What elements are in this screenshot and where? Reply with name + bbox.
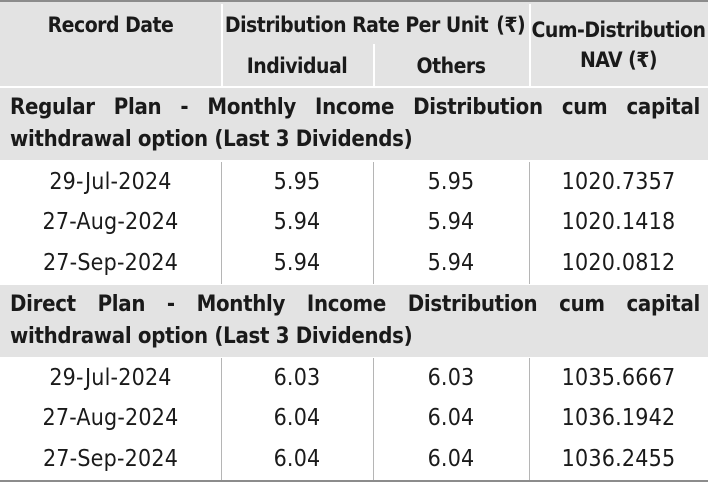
table-cell-others: 6.03 [427,365,475,391]
table-cell-individual: 5.95 [273,169,321,195]
table-cell-date: 27-Aug-2024 [42,209,179,235]
table-cell-nav: 1020.1418 [561,209,676,235]
table-cell-others: 5.94 [427,209,475,235]
table-cell-nav: 1036.2455 [561,446,676,472]
col-distribution-rate: Distribution Rate Per Unit (₹) [221,0,529,50]
table-bottom-rule [0,480,708,482]
table-cell-date: 27-Sep-2024 [42,250,179,276]
table-cell-others: 5.95 [427,169,475,195]
col-sep [373,358,374,480]
table-top-rule [0,0,708,2]
table-cell-individual: 6.04 [273,405,321,431]
table-header [0,0,708,86]
col-record-date: Record Date [47,13,174,37]
col-individual: Individual [246,54,348,78]
col-sep [529,358,530,480]
table-cell-nav: 1036.1942 [561,405,676,431]
col-sep [221,358,222,480]
table-cell-date: 29-Jul-2024 [49,169,172,195]
table-cell-individual: 5.94 [273,250,321,276]
col-sep [529,162,530,284]
distribution-rate-label: Distribution Rate Per Unit [224,13,489,37]
table-cell-individual: 5.94 [273,209,321,235]
table-cell-individual: 6.04 [273,446,321,472]
col-sep [373,162,374,284]
table-cell-nav: 1035.6667 [561,365,676,391]
currency-symbol: (₹) [496,13,526,37]
table-cell-others: 5.94 [427,250,475,276]
col-cum-nav: Cum-Distribution NAV (₹) [529,4,708,86]
table-cell-others: 6.04 [427,405,475,431]
section-regular-plan-title: Regular Plan - Monthly Income Distributi… [0,88,708,160]
hdr-sep-3 [373,44,375,86]
cum-nav-line2: NAV (₹) [579,48,658,72]
cum-nav-line1: Cum-Distribution [531,18,707,42]
col-sep [221,162,222,284]
table-cell-date: 29-Jul-2024 [49,365,172,391]
col-others: Others [416,54,486,78]
hdr-sep-1 [221,4,223,86]
table-cell-date: 27-Sep-2024 [42,446,179,472]
table-cell-nav: 1020.0812 [561,250,676,276]
section-direct-plan-title: Direct Plan - Monthly Income Distributio… [0,285,708,357]
hdr-sep-2 [529,4,531,86]
table-cell-date: 27-Aug-2024 [42,405,179,431]
table-cell-nav: 1020.7357 [561,169,676,195]
table-cell-individual: 6.03 [273,365,321,391]
table-cell-others: 6.04 [427,446,475,472]
